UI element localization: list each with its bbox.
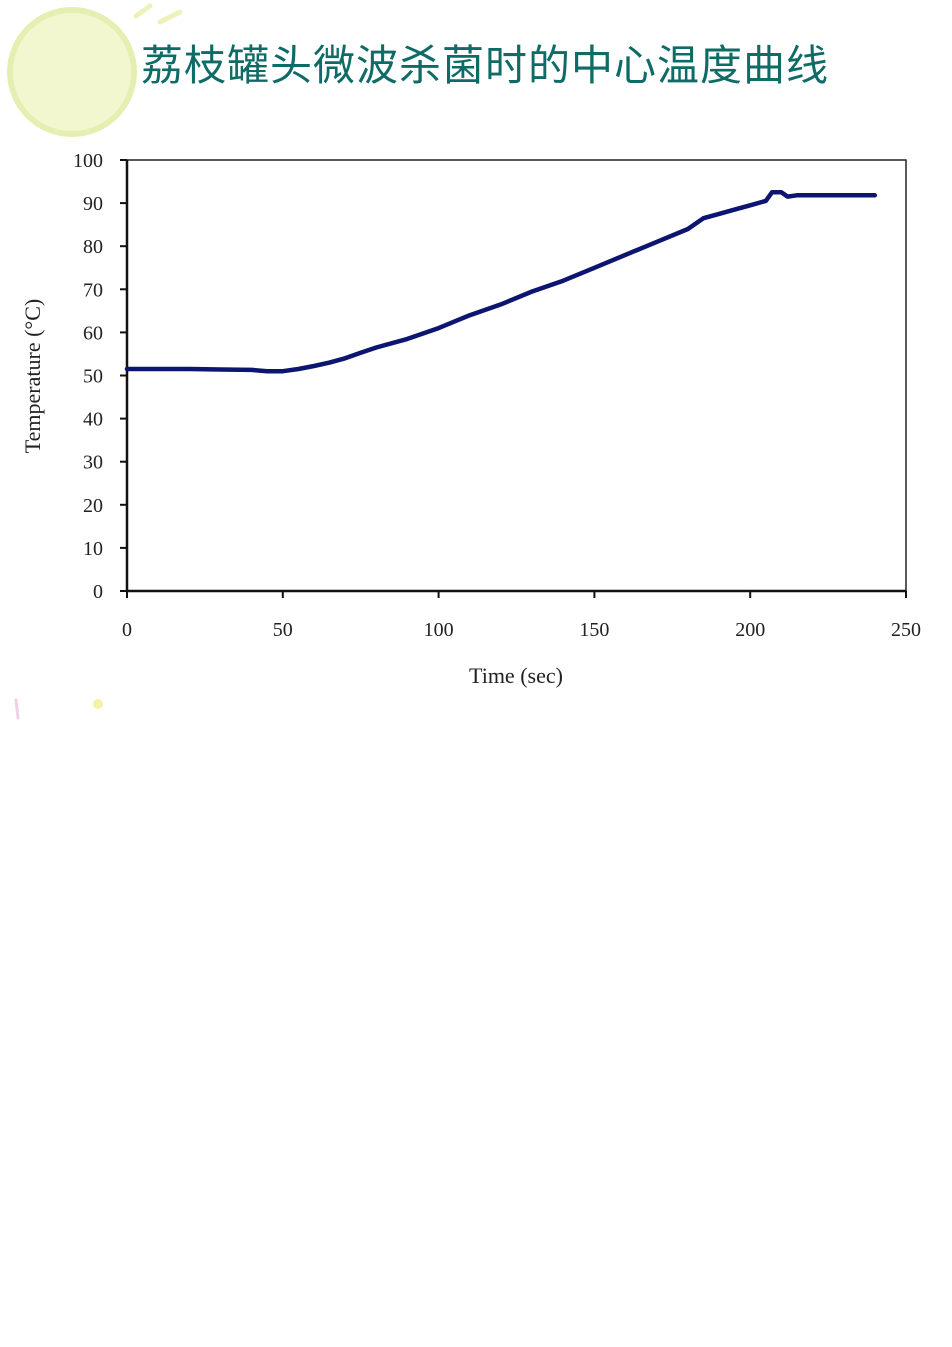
data-point	[374, 345, 378, 350]
x-tick-label: 0	[122, 619, 132, 641]
data-point	[686, 227, 690, 231]
data-point	[764, 199, 768, 203]
chart-axes	[125, 159, 907, 593]
data-point	[701, 216, 706, 220]
data-point	[312, 364, 316, 368]
y-tick-label: 80	[83, 236, 103, 258]
data-point	[810, 193, 815, 197]
chart-ticks: 0 10 20 30 40 50 60 70 80 90 100 0 50 100 150 200 250	[73, 150, 921, 641]
data-point	[405, 337, 410, 341]
data-point	[265, 369, 269, 373]
y-tick-label: 50	[83, 366, 103, 388]
series-line-1	[124, 190, 878, 374]
data-point	[779, 190, 783, 194]
data-point	[795, 193, 799, 197]
data-point	[717, 212, 721, 216]
y-tick-label: 40	[83, 409, 103, 431]
x-tick-label: 100	[424, 619, 454, 641]
data-point	[873, 193, 877, 197]
plot-frame	[126, 159, 907, 592]
data-point	[125, 367, 129, 371]
x-tick-label: 150	[579, 619, 609, 641]
data-point	[842, 193, 846, 197]
y-axis-title: Temperature (°C)	[20, 299, 45, 453]
data-point	[468, 313, 472, 317]
data-point	[343, 356, 347, 360]
y-tick-label: 10	[83, 538, 103, 560]
data-point	[623, 253, 628, 257]
y-tick-label: 20	[83, 495, 103, 517]
y-tick-label: 90	[83, 193, 103, 215]
chart-plot-area	[124, 190, 878, 374]
data-point	[733, 207, 737, 212]
x-tick-label: 250	[891, 619, 921, 641]
data-point	[530, 289, 534, 294]
y-tick-label: 30	[83, 452, 103, 474]
y-tick-label: 60	[83, 322, 103, 344]
x-tick-label: 50	[273, 619, 293, 641]
data-point	[187, 367, 191, 371]
data-point	[770, 190, 774, 194]
data-point	[359, 351, 363, 355]
data-point	[296, 367, 300, 371]
x-tick-label: 200	[735, 619, 765, 641]
data-point	[748, 203, 752, 207]
y-tick-label: 70	[83, 279, 103, 301]
data-point	[561, 279, 565, 283]
data-point	[437, 326, 441, 330]
data-point	[592, 266, 597, 270]
data-point	[218, 367, 223, 372]
data-point	[327, 360, 332, 365]
data-point	[281, 369, 285, 373]
data-point	[499, 302, 503, 306]
x-axis-title: Time (sec)	[469, 663, 563, 688]
temperature-line-chart: 0 10 20 30 40 50 60 70 80 90 100 0 50 100 150 200 250 Ti…	[20, 150, 921, 688]
y-tick-label: 100	[73, 150, 103, 172]
data-point	[250, 368, 254, 372]
data-point	[785, 195, 790, 199]
slide-title: 荔枝罐头微波杀菌时的中心温度曲线	[140, 41, 829, 90]
data-point	[655, 240, 659, 244]
data-point	[156, 367, 160, 371]
y-tick-label: 0	[93, 581, 103, 603]
